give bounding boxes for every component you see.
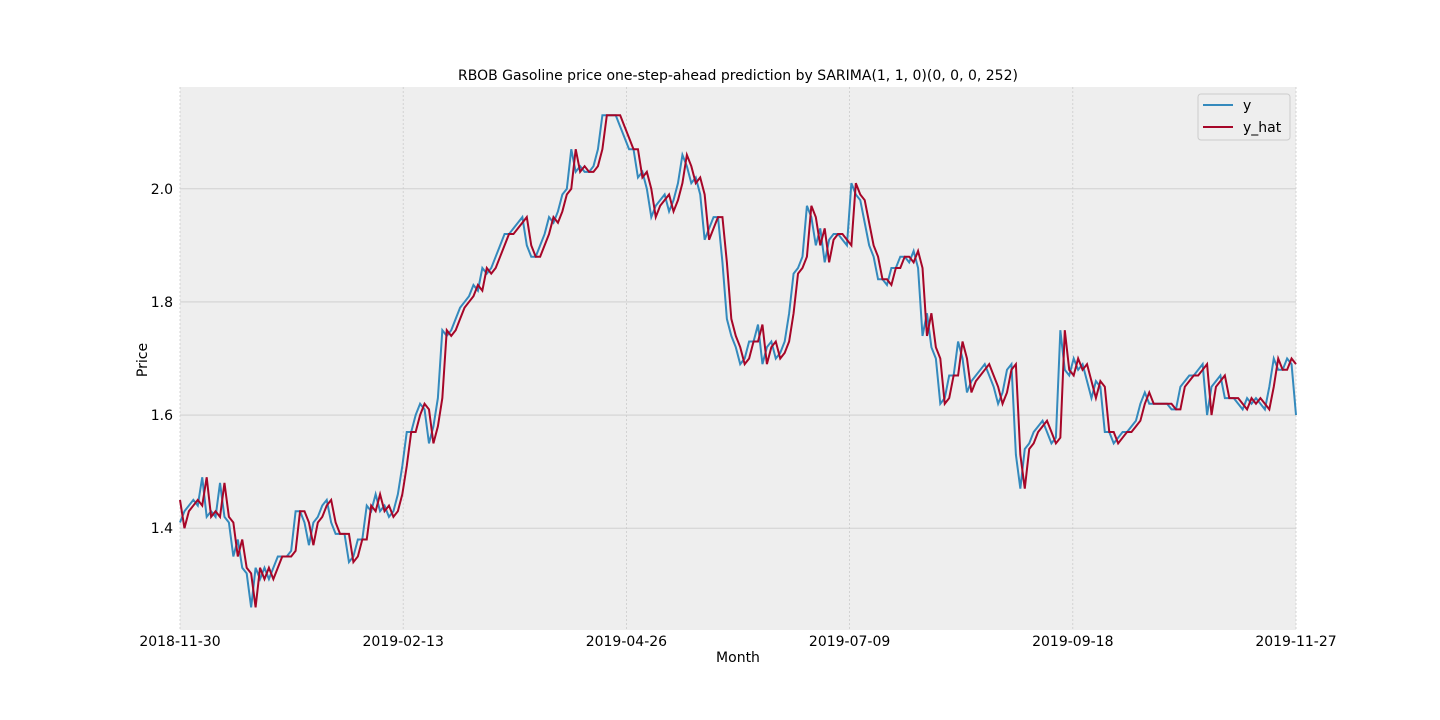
grid [179, 87, 1297, 630]
legend-label-y-hat: y_hat [1243, 120, 1282, 136]
x-axis-ticks: 2018-11-30 2019-02-13 2019-04-26 2019-07-09… [139, 634, 1336, 650]
x-tick-label: 2019-07-09 [809, 634, 890, 650]
y-tick-label: 2.0 [151, 182, 173, 198]
x-tick-label: 2019-04-26 [586, 634, 667, 650]
chart-title: RBOB Gasoline price one-step-ahead predi… [458, 68, 1018, 84]
x-tick-label: 2019-09-18 [1032, 634, 1113, 650]
x-tick-label: 2019-11-27 [1255, 634, 1336, 650]
y-tick-label: 1.4 [151, 521, 173, 537]
y-axis-label: Price [135, 343, 151, 377]
series-lines [179, 114, 1297, 608]
y-tick-label: 1.8 [151, 295, 173, 311]
x-axis-label: Month [716, 650, 760, 666]
legend: y y_hat [1197, 93, 1291, 141]
legend-label-y: y [1243, 98, 1251, 114]
series-y-hat-line [179, 114, 1297, 608]
series-y-line [179, 114, 1297, 608]
x-tick-label: 2018-11-30 [139, 634, 220, 650]
y-tick-label: 1.6 [151, 408, 173, 424]
y-axis-ticks: 1.4 1.6 1.8 2.0 [151, 182, 173, 537]
x-tick-label: 2019-02-13 [363, 634, 444, 650]
